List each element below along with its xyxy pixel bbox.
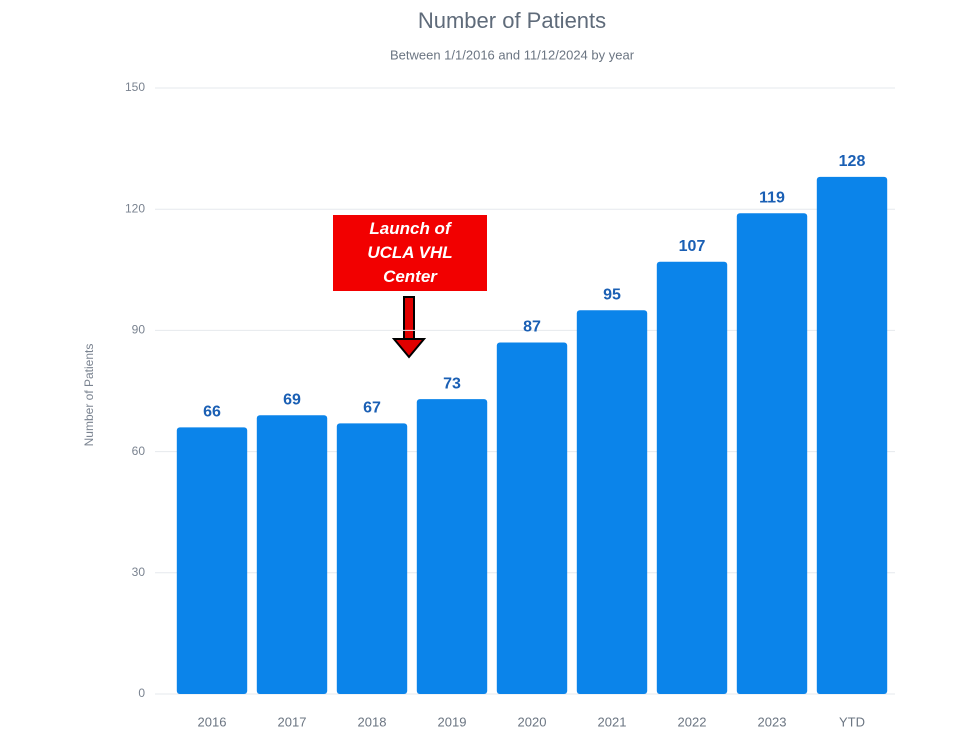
bar bbox=[176, 427, 248, 694]
y-tick-label: 0 bbox=[138, 686, 145, 700]
bar bbox=[816, 176, 888, 694]
bar bbox=[576, 310, 648, 694]
value-label: 107 bbox=[679, 238, 706, 255]
y-tick-label: 90 bbox=[132, 323, 146, 337]
value-label: 95 bbox=[603, 286, 621, 303]
value-label: 128 bbox=[839, 153, 866, 170]
bar bbox=[736, 213, 808, 695]
value-label: 66 bbox=[203, 404, 221, 421]
chart-subtitle: Between 1/1/2016 and 11/12/2024 by year bbox=[390, 47, 635, 62]
bar bbox=[416, 399, 488, 694]
x-tick-label: 2017 bbox=[278, 714, 307, 729]
value-label: 119 bbox=[759, 189, 785, 206]
y-tick-label: 150 bbox=[125, 80, 145, 94]
x-tick-label: YTD bbox=[839, 714, 865, 729]
y-axis-label: Number of Patients bbox=[82, 344, 96, 447]
x-tick-label: 2021 bbox=[598, 714, 627, 729]
x-tick-label: 2023 bbox=[758, 714, 787, 729]
x-tick-label: 2016 bbox=[198, 714, 227, 729]
bar bbox=[256, 415, 328, 694]
x-tick-label: 2022 bbox=[678, 714, 707, 729]
bar bbox=[496, 342, 568, 694]
x-tick-label: 2020 bbox=[518, 714, 547, 729]
y-tick-label: 60 bbox=[132, 444, 146, 458]
value-label: 67 bbox=[363, 400, 381, 417]
value-label: 69 bbox=[283, 391, 301, 408]
y-tick-label: 30 bbox=[132, 565, 146, 579]
x-tick-label: 2018 bbox=[358, 714, 387, 729]
y-tick-label: 120 bbox=[125, 201, 145, 215]
bar bbox=[336, 423, 408, 694]
bar bbox=[656, 261, 728, 694]
value-label: 73 bbox=[443, 375, 461, 392]
chart-title: Number of Patients bbox=[418, 8, 606, 33]
x-tick-label: 2019 bbox=[438, 714, 467, 729]
value-label: 87 bbox=[523, 319, 541, 336]
annotation-arrow bbox=[391, 296, 427, 359]
annotation: Launch of UCLA VHL Center bbox=[333, 215, 487, 291]
